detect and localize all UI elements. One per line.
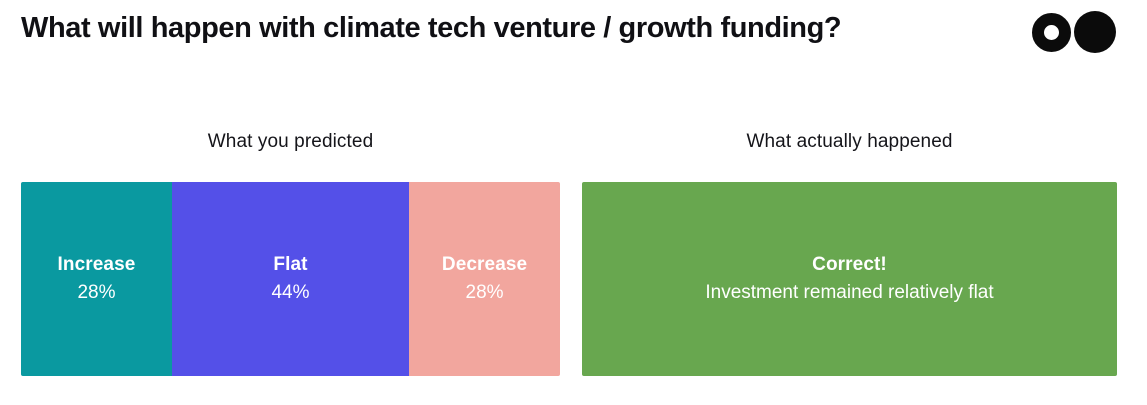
ring-circle-icon [1032,12,1071,52]
predicted-stacked-bar: Increase 28% Flat 44% Decrease 28% [21,182,560,376]
result-subtitle: Investment remained relatively flat [705,282,994,303]
segment-percentage: 28% [77,282,116,303]
segment-percentage: 28% [465,282,504,303]
segment-label: Decrease [441,254,528,275]
bar-segment-decrease: Decrease 28% [409,182,560,376]
bar-segment-correct: Correct! Investment remained relatively … [582,182,1117,376]
segment-label: Increase [57,254,136,275]
segment-percentage: 44% [271,282,310,303]
solid-circle-icon [1074,11,1116,53]
result-headline: Correct! [812,254,887,275]
bar-segment-increase: Increase 28% [21,182,172,376]
page-title: What will happen with climate tech ventu… [21,12,842,44]
actual-result-bar: Correct! Investment remained relatively … [582,182,1117,376]
actual-column-label: What actually happened [746,131,953,152]
predicted-column-label: What you predicted [207,131,374,152]
brand-logo [1032,11,1116,53]
segment-label: Flat [273,254,308,275]
bar-segment-flat: Flat 44% [171,182,410,376]
